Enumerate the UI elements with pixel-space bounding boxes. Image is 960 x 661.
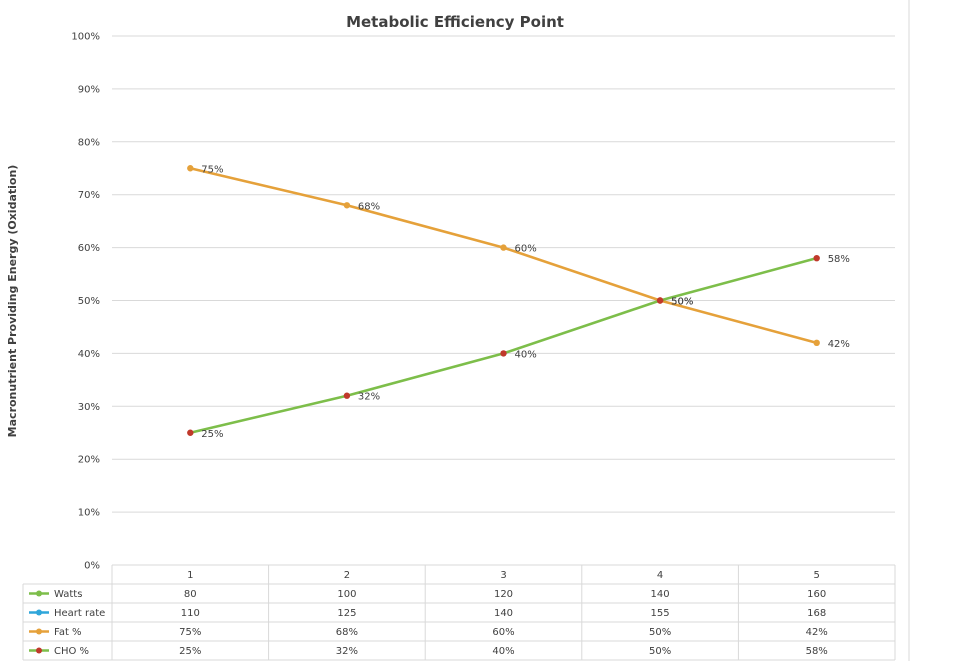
table-cell: 60% (492, 627, 514, 638)
data-point (187, 165, 194, 172)
y-tick-label: 30% (78, 402, 100, 413)
table-cell: 25% (179, 646, 201, 657)
table-cell: 50% (649, 627, 671, 638)
table-cell: 40% (492, 646, 514, 657)
x-category-label: 2 (344, 570, 350, 581)
data-label: 25% (201, 429, 223, 440)
data-label: 50% (671, 297, 693, 308)
table-cell: 120 (494, 589, 513, 600)
y-tick-label: 60% (78, 243, 100, 254)
table-cell: 160 (807, 589, 826, 600)
table-cell: 168 (807, 608, 826, 619)
data-label: 68% (358, 201, 380, 212)
table-cell: 50% (649, 646, 671, 657)
data-point (187, 429, 194, 436)
table-cell: 140 (651, 589, 670, 600)
data-point (813, 254, 820, 262)
data-label: 75% (201, 164, 223, 175)
legend-key-marker (36, 590, 42, 597)
legend-key-marker (36, 609, 42, 616)
x-category-label: 1 (187, 570, 193, 581)
data-point (343, 392, 351, 399)
series-markers (187, 165, 820, 436)
chart-title: Metabolic Efficiency Point (346, 13, 564, 31)
data-labels: 75%68%60%50%42%25%32%40%50%58% (201, 164, 850, 440)
table-cell: 100 (337, 589, 356, 600)
table-cell: 110 (181, 608, 200, 619)
y-axis-label: Macronutrient Providing Energy (Oxidatio… (6, 165, 19, 438)
data-point (813, 339, 820, 347)
table-cell: 32% (336, 646, 358, 657)
data-table: 1 2 3 4 5 Watts 80 100 120 140 160 Heart rate 110 125… (22, 564, 896, 661)
y-tick-label: 0% (84, 561, 100, 572)
table-row-label: Watts (54, 589, 82, 600)
data-point (500, 244, 507, 251)
y-tick-labels: 0% 10% 20% 30% 40% 50% 60% 70% 80% 90% 100% (71, 32, 100, 572)
data-point (656, 297, 664, 304)
y-tick-label: 40% (78, 349, 100, 360)
legend-key-marker (36, 628, 42, 635)
table-row-label: Fat % (54, 627, 82, 638)
table-cell: 155 (651, 608, 670, 619)
table-cell: 125 (337, 608, 356, 619)
y-tick-label: 10% (78, 508, 100, 519)
y-tick-label: 50% (78, 296, 100, 307)
y-tick-label: 20% (78, 455, 100, 466)
table-row-label: Heart rate (54, 608, 105, 619)
y-tick-label: 90% (78, 84, 100, 95)
data-label: 42% (828, 339, 850, 350)
x-category-label: 3 (500, 570, 506, 581)
table-cell: 68% (336, 627, 358, 638)
legend-key-marker (36, 647, 42, 654)
y-tick-label: 100% (71, 32, 100, 43)
table-cell: 42% (806, 627, 828, 638)
table-cell: 140 (494, 608, 513, 619)
y-tick-label: 80% (78, 137, 100, 148)
data-point (500, 350, 507, 357)
data-label: 58% (828, 254, 850, 265)
x-category-label: 4 (657, 570, 663, 581)
data-label: 50% (671, 297, 693, 308)
table-cell: 80 (184, 589, 197, 600)
x-category-label: 5 (814, 570, 820, 581)
table-cell: 58% (806, 646, 828, 657)
y-tick-label: 70% (78, 190, 100, 201)
data-label: 40% (515, 349, 537, 360)
data-label: 32% (358, 392, 380, 403)
data-point (343, 202, 351, 209)
table-row-label: CHO % (54, 646, 89, 657)
data-label: 60% (515, 244, 537, 255)
table-cell: 75% (179, 627, 201, 638)
